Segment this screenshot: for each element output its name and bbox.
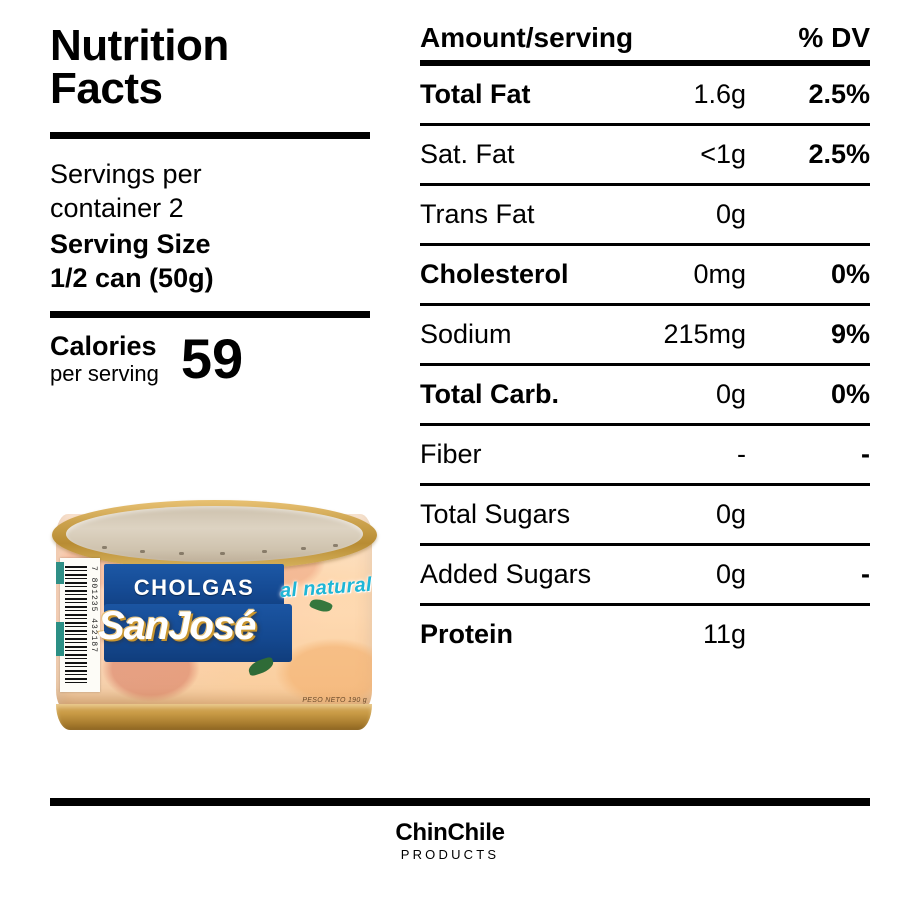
can-illustration: 7 801235 432187 CHOLGAS al natural SanJo… (52, 492, 377, 730)
nutrient-name: Total Fat (420, 79, 531, 109)
nutrient-name: Total Sugars (420, 499, 571, 529)
nutrient-dv: 9% (830, 319, 870, 349)
table-row: Cholesterol 0mg 0% (420, 246, 870, 306)
page-title: Nutrition Facts (50, 20, 375, 110)
brand-tagline: PRODUCTS (400, 847, 500, 863)
calories-text-group: Calories per serving (50, 331, 159, 386)
footer-branding: ChinChile PRODUCTS (0, 819, 900, 863)
nutrient-table: Amount/serving % DV Total Fat 1.6g 2.5% … (420, 22, 870, 660)
table-header-row: Amount/serving % DV (420, 22, 870, 60)
nutrient-amount: 0g (715, 559, 746, 589)
serving-size-label: Serving Size (50, 229, 211, 260)
product-image: 7 801235 432187 CHOLGAS al natural SanJo… (52, 492, 377, 730)
left-column: Nutrition Facts Servings per container 2… (50, 20, 375, 391)
nutrient-amount: 11g (702, 619, 746, 649)
barcode-bars (65, 566, 87, 684)
nutrient-amount: 0g (715, 499, 746, 529)
can-lid-dots (66, 544, 363, 558)
can-brand-plate (104, 604, 292, 662)
barcode-teal-mark (56, 562, 64, 584)
servings-per-container-line-2: container 2 (50, 193, 184, 224)
table-row: Trans Fat 0g (420, 186, 870, 246)
can-lid-surface (66, 506, 363, 562)
nutrient-name: Sodium (420, 319, 512, 349)
nutrient-amount: 1.6g (693, 79, 746, 109)
can-brand-name: SanJosé (98, 604, 257, 648)
calories-row: Calories per serving 59 (50, 327, 375, 391)
calories-per-serving-label: per serving (50, 360, 159, 386)
nutrient-amount: 0g (715, 379, 746, 409)
nutrient-dv: 2.5% (808, 79, 870, 109)
divider-above-calories (50, 311, 370, 319)
nutrient-amount: <1g (700, 139, 746, 169)
nutrient-name: Trans Fat (420, 199, 535, 229)
calories-label: Calories (50, 331, 157, 362)
header-amount-per-serving: Amount/serving (420, 22, 634, 53)
nutrient-dv: 0% (830, 259, 870, 289)
divider-under-table-header (420, 60, 870, 66)
nutrient-name: Added Sugars (420, 559, 592, 589)
divider-under-title (50, 132, 370, 140)
table-row: Protein 11g (420, 606, 870, 660)
brand-name: ChinChile (395, 819, 505, 846)
nutrient-amount: 215mg (663, 319, 746, 349)
nutrient-name: Total Carb. (420, 379, 560, 409)
can-product-type: CHOLGAS (133, 575, 255, 600)
nutrient-name: Cholesterol (420, 259, 569, 289)
title-line-1: Nutrition (50, 21, 229, 70)
barcode: 7 801235 432187 (56, 558, 100, 692)
table-row: Sat. Fat <1g 2.5% (420, 126, 870, 186)
barcode-digits: 7 801235 432187 (89, 566, 98, 654)
nutrient-amount: 0mg (693, 259, 746, 289)
can-bottom-rim (56, 704, 372, 730)
serving-size-value: 1/2 can (50g) (50, 263, 214, 294)
calories-value: 59 (180, 327, 244, 391)
nutrient-name: Fiber (420, 439, 482, 469)
header-percent-dv: % DV (798, 22, 870, 53)
nutrient-name: Sat. Fat (420, 139, 515, 169)
nutrient-dv: 2.5% (808, 139, 870, 169)
title-line-2: Facts (50, 64, 163, 114)
servings-block: Servings per container 2 Serving Size 1/… (50, 157, 375, 295)
nutrient-dv: - (861, 559, 870, 589)
nutrient-amount: - (737, 439, 746, 469)
nutrient-dv: - (861, 439, 870, 469)
servings-per-container-line-1: Servings per (50, 159, 202, 190)
table-row: Total Fat 1.6g 2.5% (420, 66, 870, 126)
nutrient-dv: 0% (830, 379, 870, 409)
barcode-teal-mark-2 (56, 622, 64, 656)
table-row: Added Sugars 0g - (420, 546, 870, 606)
table-row: Fiber - - (420, 426, 870, 486)
nutrient-amount: 0g (715, 199, 746, 229)
can-net-weight: PESO NETO 190 g (302, 697, 367, 704)
table-row: Total Carb. 0g 0% (420, 366, 870, 426)
table-row: Sodium 215mg 9% (420, 306, 870, 366)
nutrient-name: Protein (420, 619, 514, 649)
divider-above-footer (50, 798, 870, 806)
table-row: Total Sugars 0g (420, 486, 870, 546)
